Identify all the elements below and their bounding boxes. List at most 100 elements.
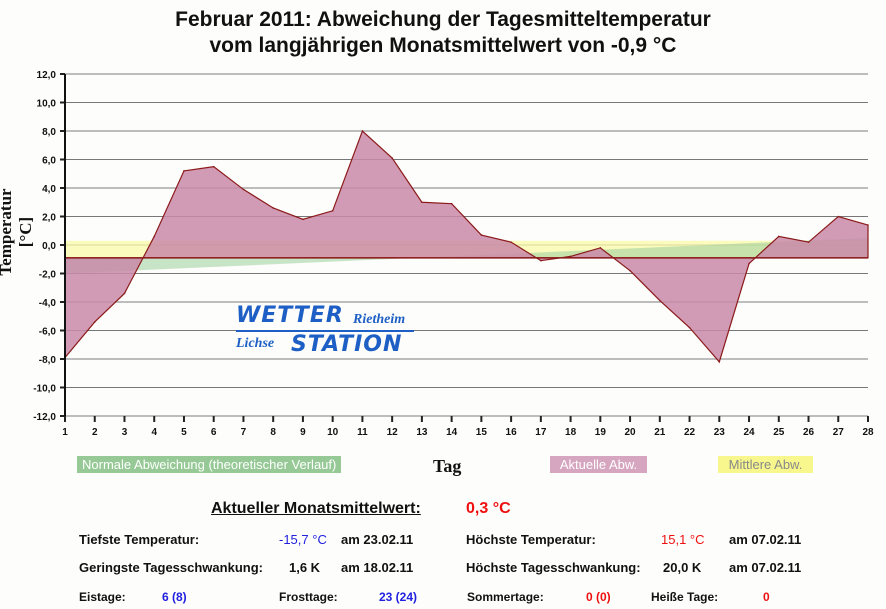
y-tick-label: 2,0 (42, 213, 56, 224)
x-tick-label: 3 (122, 427, 128, 438)
data-point (540, 259, 542, 262)
y-tick-label: 8,0 (42, 127, 56, 138)
x-tick-label: 28 (862, 427, 874, 438)
x-tick-label: 20 (625, 427, 637, 438)
min-temp-date: am 23.02.11 (341, 532, 414, 547)
x-tick-label: 1 (62, 427, 68, 438)
y-tick-labels: 12,0 10,0 8,0 6,0 4,0 2,0 0,0 -2,0 -4,0 -6,0 -8,0 -… (33, 70, 56, 423)
data-point (807, 241, 810, 243)
max-swing-label: Höchste Tagesschwankung: (466, 560, 641, 575)
eistage-label: Eistage: (79, 590, 126, 604)
x-tick-label: 27 (833, 427, 845, 438)
data-point (688, 326, 691, 329)
data-point (391, 157, 393, 159)
data-point (153, 235, 156, 238)
chart-title: Februar 2011: Abweichung der Tagesmittel… (175, 8, 711, 31)
max-temp-label: Höchste Temperatur: (466, 532, 596, 547)
x-tick-label: 21 (654, 427, 666, 438)
data-point (331, 210, 334, 212)
x-tick-label: 12 (387, 427, 399, 438)
x-tick-label: 11 (357, 427, 368, 438)
x-tick-label: 25 (773, 427, 785, 438)
x-tick-label: 23 (714, 427, 726, 438)
y-tick-label: -10,0 (33, 384, 56, 395)
x-tick-label: 22 (684, 427, 696, 438)
y-axis-label: Temperatur [°C] (0, 188, 35, 276)
x-tick-label: 18 (565, 427, 577, 438)
logo-rietheim: Rietheim (353, 312, 406, 327)
x-tick-label: 4 (151, 427, 157, 438)
heisse-tage-label: Heiße Tage: (651, 590, 719, 604)
data-point (510, 241, 512, 243)
max-temp-date: am 07.02.11 (729, 532, 802, 547)
logo-wetter: WETTER (236, 303, 344, 328)
data-point (599, 247, 602, 249)
y-tick-label: -2,0 (39, 270, 57, 281)
data-point (837, 215, 840, 218)
data-point (93, 321, 96, 323)
x-tick-label: 13 (416, 427, 428, 438)
chart-subtitle: vom langjährigen Monatsmittelwert von -0… (209, 34, 677, 57)
data-point (659, 299, 661, 302)
legend-aktuelle-abw: Aktuelle Abw. (550, 456, 647, 473)
y-tick-label: -4,0 (39, 298, 57, 309)
wetterstation-logo: WETTER Rietheim Lichse STATION (236, 303, 416, 360)
chart-plot: 12,0 10,0 8,0 6,0 4,0 2,0 0,0 -2,0 -4,0 -6,0 -8,0 -… (33, 70, 874, 438)
y-tick-label: -12,0 (33, 412, 56, 423)
min-temp-value: -15,7 °C (279, 532, 327, 547)
x-tick-label: 7 (241, 427, 247, 438)
legend-mittlere-abw: Mittlere Abw. (718, 456, 813, 473)
x-tick-label: 6 (211, 427, 217, 438)
min-temp-label: Tiefste Temperatur: (79, 532, 200, 547)
x-axis-label: Tag (433, 456, 462, 476)
data-point (272, 207, 274, 209)
x-tick-label: 17 (535, 427, 547, 438)
max-temp-value: 15,1 °C (661, 532, 705, 547)
data-point (123, 292, 126, 295)
frosttage-label: Frosttage: (279, 590, 338, 604)
monthly-mean-value: 0,3 °C (466, 500, 511, 517)
eistage-value: 6 (8) (162, 590, 187, 604)
x-tick-label: 24 (743, 427, 755, 438)
data-point (718, 361, 721, 363)
logo-divider (236, 330, 414, 332)
x-tick-label: 5 (181, 427, 187, 438)
sommertage-label: Sommertage: (467, 590, 544, 604)
data-point (421, 201, 423, 204)
y-tick-label: -6,0 (39, 327, 57, 338)
data-point (361, 130, 364, 132)
data-point (777, 235, 780, 238)
y-tick-label: 12,0 (37, 70, 57, 81)
data-point (480, 234, 483, 236)
min-swing-value: 1,6 K (289, 560, 321, 575)
x-tick-label: 9 (300, 427, 306, 438)
data-point (629, 269, 631, 272)
data-point (569, 255, 572, 258)
y-tick-label: 6,0 (42, 156, 56, 167)
x-tick-label: 2 (92, 427, 98, 438)
chart-areas (64, 129, 869, 364)
y-tick-label: -8,0 (39, 355, 57, 366)
data-point (302, 218, 304, 221)
min-swing-date: am 18.02.11 (341, 560, 414, 575)
data-point (183, 170, 185, 172)
heisse-tage-value: 0 (763, 590, 770, 604)
min-swing-label: Geringste Tagesschwankung: (79, 560, 263, 575)
x-tick-labels: 1 2 3 4 5 6 7 8 9 10 11 12 13 14 15 16 17 18 19 20 21 22 23 24 2… (62, 427, 874, 438)
x-tick-label: 16 (506, 427, 518, 438)
logo-lichse: Lichse (236, 336, 275, 351)
legend-normale-abweichung: Normale Abweichung (theoretischer Verlau… (77, 456, 342, 473)
x-tick-label: 8 (270, 427, 276, 438)
x-tick-label: 26 (803, 427, 815, 438)
max-swing-value: 20,0 K (663, 560, 702, 575)
x-tick-label: 14 (446, 427, 458, 438)
x-tick-label: 19 (595, 427, 607, 438)
axes (60, 73, 869, 422)
x-tick-label: 10 (327, 427, 339, 438)
data-point (867, 224, 869, 226)
y-tick-label: 0,0 (42, 241, 56, 252)
data-point (242, 188, 245, 191)
y-tick-label: 4,0 (42, 184, 56, 195)
data-point (748, 262, 750, 265)
sommertage-value: 0 (0) (586, 590, 611, 604)
